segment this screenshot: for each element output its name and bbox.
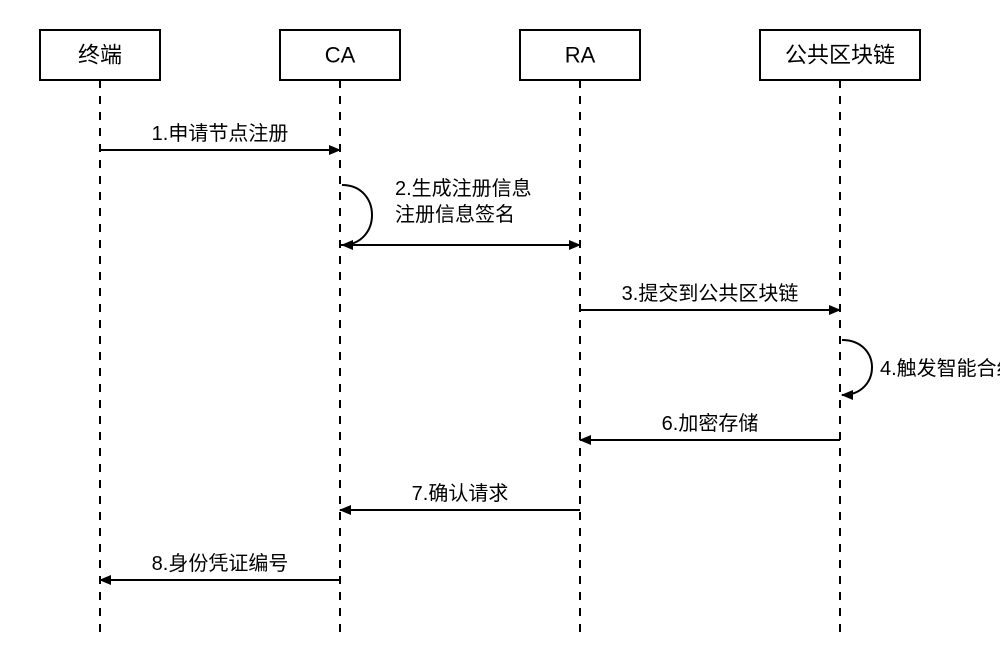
actor-label-terminal: 终端: [78, 43, 122, 68]
actor-label-ra: RA: [565, 43, 596, 68]
self-message-label-1-1: 注册信息签名: [395, 203, 515, 226]
self-message-label-4-0: 4.触发智能合约: [880, 357, 1000, 380]
actor-label-ca: CA: [325, 43, 356, 68]
sequence-diagram: 终端 CA RA 公共区块链 1.申请节点注册 2.生成注册信息注册信息签名 3.提交到公共…: [0, 0, 1000, 667]
message-label-6: 7.确认请求: [412, 482, 509, 505]
message-label-3: 3.提交到公共区块链: [622, 282, 799, 305]
actor-label-blockchain: 公共区块链: [785, 43, 895, 68]
message-label-0: 1.申请节点注册: [152, 122, 289, 145]
message-label-7: 8.身份凭证编号: [152, 552, 289, 575]
self-message-label-1-0: 2.生成注册信息: [395, 177, 532, 200]
self-message-1: [342, 185, 372, 245]
message-label-5: 6.加密存储: [662, 412, 759, 435]
self-message-4: [842, 340, 872, 395]
